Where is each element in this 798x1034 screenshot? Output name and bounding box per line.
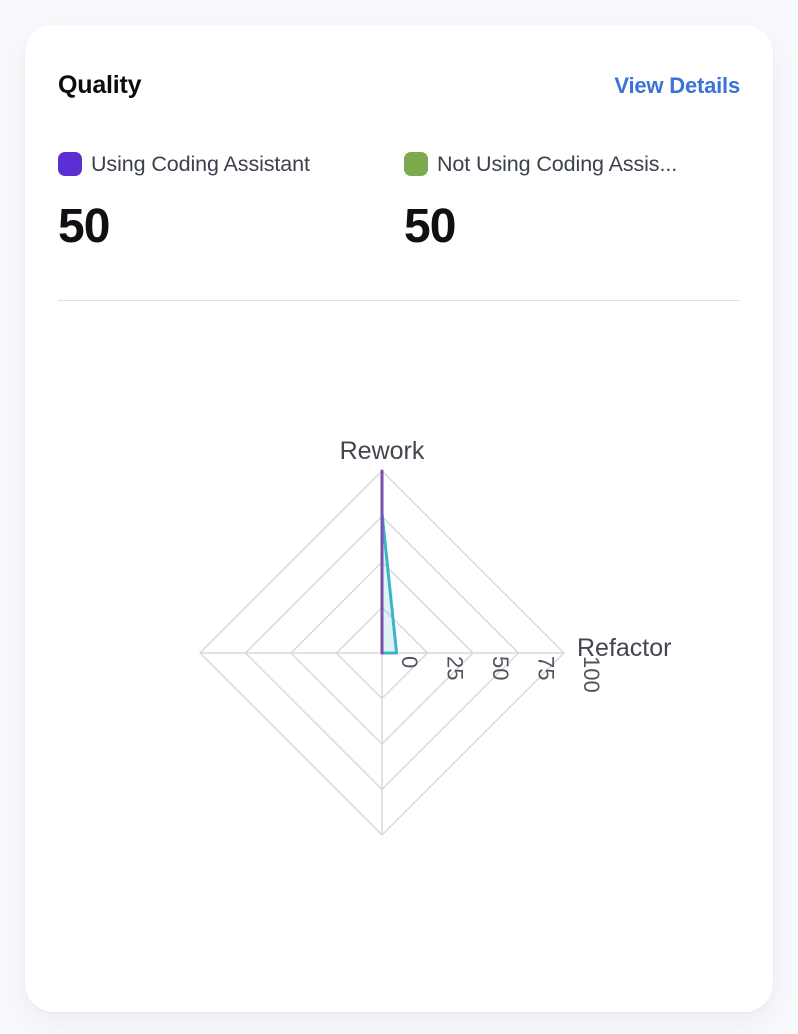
radar-tick-label: 0	[397, 656, 422, 668]
divider	[58, 300, 740, 301]
radar-chart: 0 25 50 75 100 Rework Refactor	[198, 437, 671, 837]
legend-label: Using Coding Assistant	[91, 151, 310, 176]
legend-label: Not Using Coding Assis...	[437, 151, 678, 176]
card-header: Quality View Details	[58, 71, 740, 100]
card-title: Quality	[58, 71, 142, 99]
radar-axis-label-rework: Rework	[340, 437, 425, 465]
legend-swatch-green	[404, 152, 428, 176]
radar-axis-label-refactor: Refactor	[577, 634, 671, 662]
radar-tick-label: 100	[579, 656, 604, 693]
radar-tick-label: 75	[534, 656, 559, 680]
stat-not-using-assistant: Not Using Coding Assis... 50	[404, 152, 740, 251]
view-details-link[interactable]: View Details	[614, 73, 740, 98]
legend-swatch-purple	[58, 152, 82, 176]
stat-value: 50	[404, 200, 456, 253]
radar-series-1	[380, 511, 399, 655]
radar-tick-label: 25	[443, 656, 468, 680]
legend-row: Not Using Coding Assis...	[404, 152, 740, 176]
stat-using-assistant: Using Coding Assistant 50	[58, 152, 398, 251]
legend-row: Using Coding Assistant	[58, 152, 398, 176]
quality-card: Quality View Details Using Coding Assist…	[25, 25, 773, 1012]
stat-value: 50	[58, 200, 110, 253]
radar-tick-label: 50	[488, 656, 513, 680]
radar-chart-container: 0 25 50 75 100 Rework Refactor	[25, 420, 773, 900]
